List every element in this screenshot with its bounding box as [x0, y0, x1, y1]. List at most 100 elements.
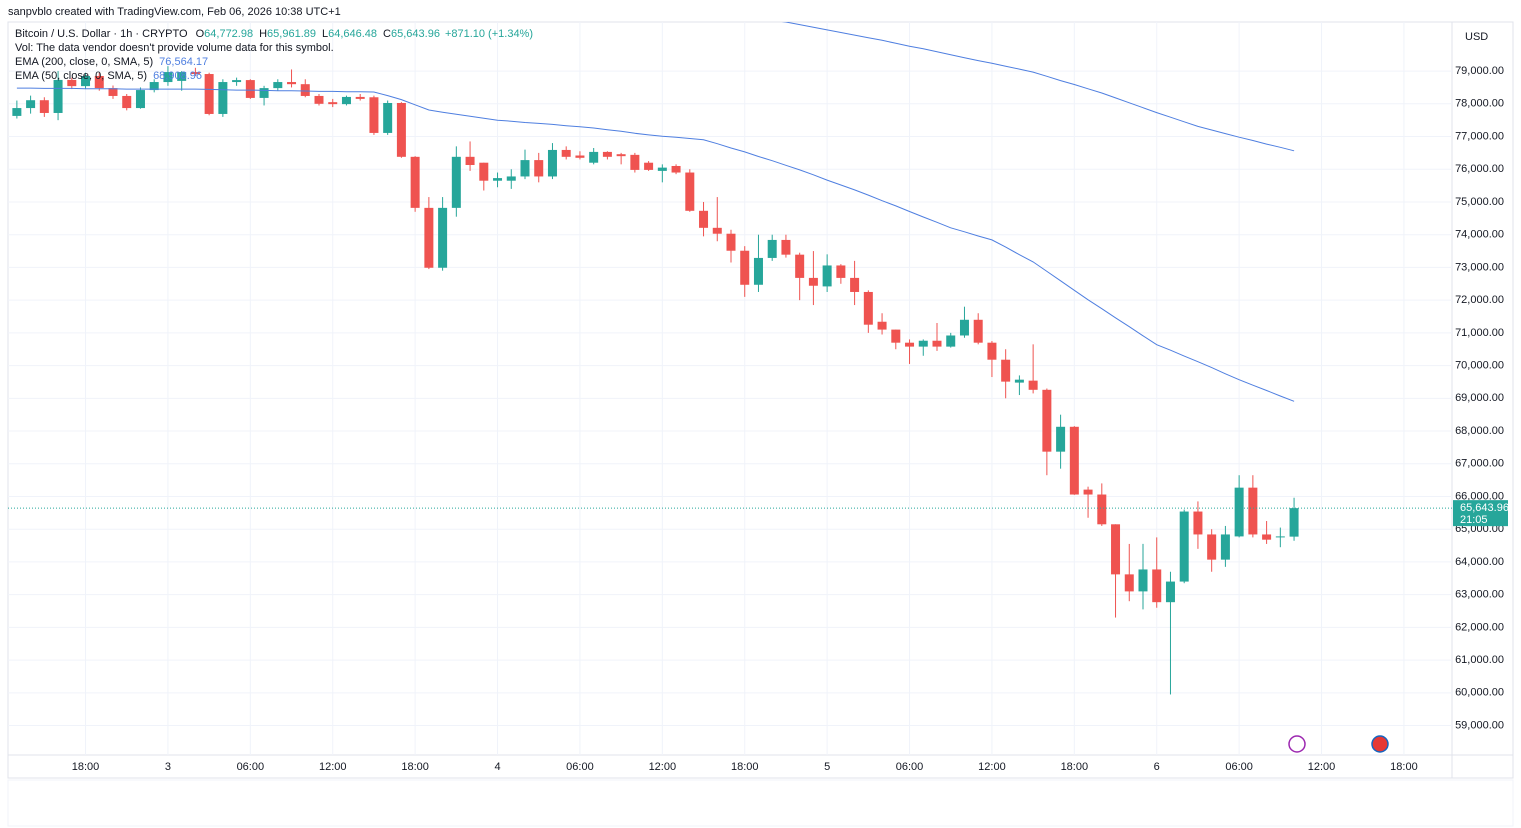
y-tick-label: 67,000.00 [1455, 458, 1504, 470]
candle-body [328, 102, 338, 105]
candle-body [753, 257, 763, 285]
ohlc-key: O [196, 28, 205, 40]
ema-line [781, 22, 1295, 152]
y-tick-label: 78,000.00 [1455, 98, 1504, 110]
y-tick-label: 63,000.00 [1455, 589, 1504, 601]
candle-body [850, 277, 860, 292]
y-tick-label: 73,000.00 [1455, 261, 1504, 273]
candle-body [493, 178, 503, 181]
y-tick-label: 75,000.00 [1455, 196, 1504, 208]
candle-body [1083, 489, 1093, 495]
ohlc-key: H [259, 28, 267, 40]
candle-body [932, 340, 942, 347]
candle-body [1207, 534, 1217, 560]
x-tick-label: 18:00 [1061, 761, 1089, 773]
ohlc-key: C [383, 28, 391, 40]
candle-body [94, 75, 104, 89]
ohlc-value: 65,643.96 [391, 28, 440, 40]
candle-body [355, 96, 365, 99]
x-tick-label: 12:00 [1308, 761, 1336, 773]
price-tag [1453, 500, 1508, 527]
candle-body [396, 102, 406, 157]
candle-body [135, 90, 145, 109]
price-tag-countdown: 21:05 [1460, 514, 1488, 526]
candle-body [863, 291, 873, 325]
candle-body [561, 149, 571, 157]
candle-body [1124, 574, 1134, 592]
candle-body [657, 167, 667, 171]
candle-body [767, 239, 777, 258]
candle-body [506, 176, 516, 181]
labels: 59,000.00 60,000.00 61,000.00 62,000.00 63,0… [72, 65, 1509, 773]
candle-body [204, 74, 214, 114]
x-tick-label: 18:00 [1390, 761, 1418, 773]
candle-body [1001, 359, 1011, 382]
candle-body [1028, 380, 1038, 390]
x-tick-label: 4 [494, 761, 500, 773]
candle-body [1248, 487, 1258, 535]
frame [7, 21, 1514, 779]
change: +871.10 (+1.34%) [445, 28, 533, 40]
candle-body [740, 250, 750, 285]
grid [8, 22, 1452, 755]
x-tick-label: 06:00 [566, 761, 594, 773]
candle-body [424, 207, 434, 268]
y-tick-label: 66,000.00 [1455, 490, 1504, 502]
candle-body [67, 79, 77, 87]
candle-body [685, 172, 695, 211]
candle-body [1042, 389, 1052, 452]
y-tick-label: 76,000.00 [1455, 163, 1504, 175]
x-tick-label: 12:00 [978, 761, 1006, 773]
icon-flag[interactable] [1371, 735, 1389, 753]
candle-body [232, 80, 242, 83]
candle-body [369, 97, 379, 133]
symbol: Bitcoin / U.S. Dollar · 1h · CRYPTO [15, 28, 188, 40]
candle-body [877, 321, 887, 330]
candle-body [891, 329, 901, 343]
candle-body [1262, 534, 1272, 540]
legend-header: Bitcoin / U.S. Dollar · 1h · CRYPTO O64,7… [15, 28, 533, 40]
legend-value: 68,908.96 [153, 70, 202, 82]
ohlc-value: 65,961.89 [267, 28, 316, 40]
y-tick-label: 70,000.00 [1455, 360, 1504, 372]
candle-body [699, 210, 709, 228]
candle-body [520, 160, 530, 177]
x-tick-label: 18:00 [731, 761, 759, 773]
candle-body [795, 254, 805, 278]
legend-entry: EMA (200, close, 0, SMA, 5) 76,564.17 [15, 56, 208, 68]
candle-body [918, 340, 928, 347]
candle-body [575, 155, 585, 158]
candle-body [163, 72, 173, 83]
y-tick-label: 64,000.00 [1455, 556, 1504, 568]
candle-body [218, 82, 228, 114]
legend-name: EMA (200, close, 0, SMA, 5) [15, 56, 153, 68]
candle-body [287, 82, 297, 85]
x-tick-label: 06:00 [896, 761, 924, 773]
candle-body [1014, 379, 1024, 383]
credit: sanpvblo created with TradingView.com, F… [8, 6, 341, 18]
candle-body [53, 79, 63, 113]
y-tick-label: 60,000.00 [1455, 687, 1504, 699]
candle-body [534, 160, 544, 177]
icon-lightning[interactable] [1288, 735, 1306, 753]
candle-body [39, 100, 49, 113]
y-tick-label: 79,000.00 [1455, 65, 1504, 77]
volume-note: Vol: The data vendor doesn't provide vol… [15, 42, 334, 54]
bottom-panel [7, 779, 1514, 827]
x-tick-label: 12:00 [319, 761, 347, 773]
legend-name: EMA (50, close, 0, SMA, 5) [15, 70, 147, 82]
x-tick-label: 3 [165, 761, 171, 773]
y-tick-label: 69,000.00 [1455, 392, 1504, 404]
price-tag-value: 65,643.96 [1460, 502, 1509, 514]
ohlc-value: 64,646.48 [328, 28, 377, 40]
candle-body [822, 265, 832, 287]
plot [8, 22, 1452, 695]
candle-body [12, 108, 22, 116]
candle-body [190, 72, 200, 75]
candle-body [1069, 426, 1079, 495]
candle-body [108, 88, 118, 96]
legend-value: 76,564.17 [159, 56, 208, 68]
y-tick-label: 61,000.00 [1455, 654, 1504, 666]
ema-line [16, 87, 1295, 402]
candle-body [259, 88, 269, 98]
